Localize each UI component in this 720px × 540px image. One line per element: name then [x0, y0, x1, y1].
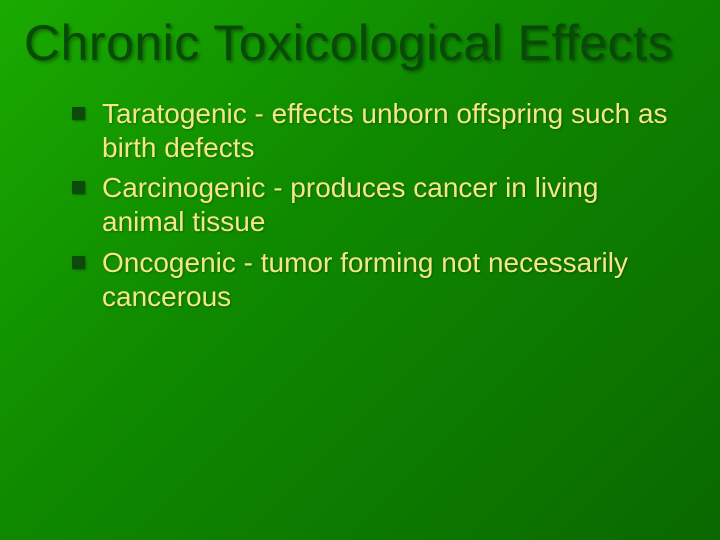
list-item: Carcinogenic - produces cancer in living… — [68, 171, 686, 239]
slide-body: Taratogenic - effects unborn offspring s… — [24, 97, 696, 314]
slide-title: Chronic Toxicological Effects — [24, 18, 696, 69]
list-item: Taratogenic - effects unborn offspring s… — [68, 97, 686, 165]
list-item: Oncogenic - tumor forming not necessaril… — [68, 246, 686, 314]
bullet-list: Taratogenic - effects unborn offspring s… — [68, 97, 686, 314]
slide: Chronic Toxicological Effects Taratogeni… — [0, 0, 720, 540]
